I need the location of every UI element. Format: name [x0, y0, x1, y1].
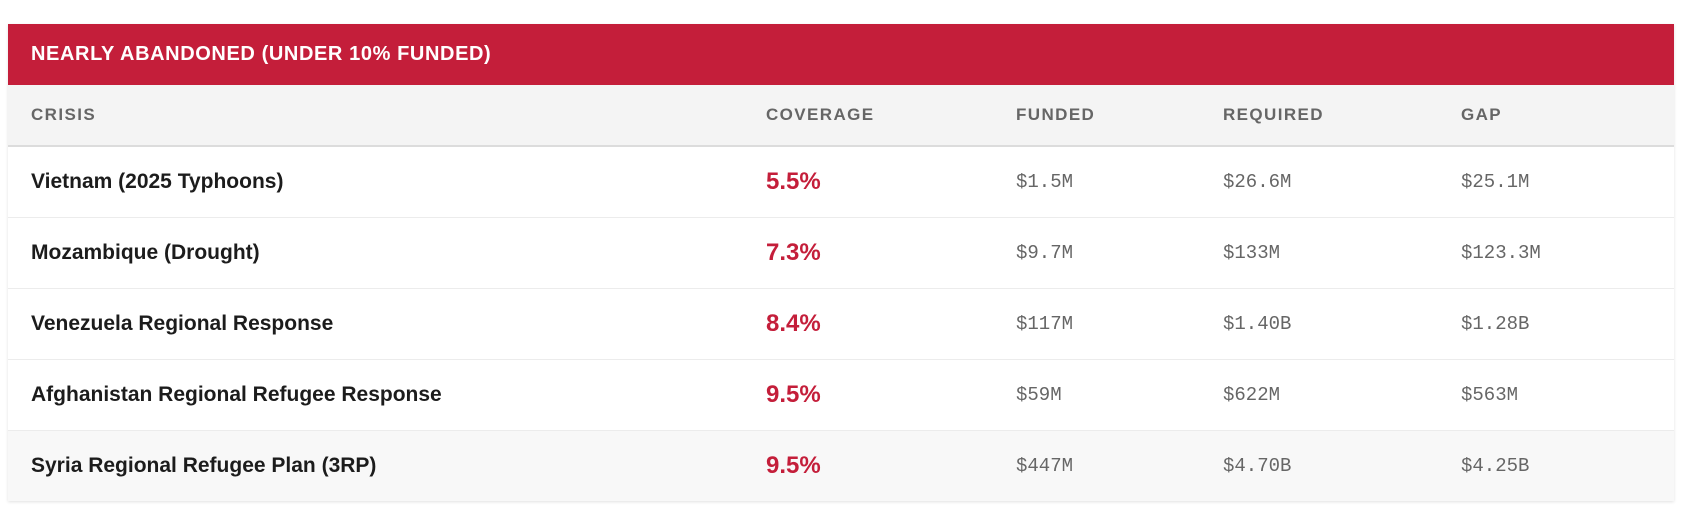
- required-value: $4.70B: [1223, 454, 1292, 477]
- funded-value: $59M: [1016, 383, 1062, 406]
- funded-value: $9.7M: [1016, 241, 1074, 264]
- coverage-value: 9.5%: [766, 451, 821, 479]
- funded-value: $1.5M: [1016, 170, 1074, 193]
- gap-value: $123.3M: [1461, 241, 1541, 264]
- column-header-required: REQUIRED: [1223, 105, 1324, 124]
- crisis-name: Venezuela Regional Response: [31, 311, 334, 335]
- crisis-name: Vietnam (2025 Typhoons): [31, 169, 284, 193]
- underfunded-crises-panel: NEARLY ABANDONED (UNDER 10% FUNDED) CRIS…: [8, 24, 1674, 501]
- panel-header: NEARLY ABANDONED (UNDER 10% FUNDED): [8, 24, 1674, 85]
- funded-value: $117M: [1016, 312, 1074, 335]
- required-value: $1.40B: [1223, 312, 1292, 335]
- table-header-row: CRISIS COVERAGE FUNDED REQUIRED GAP: [8, 85, 1674, 146]
- funded-value: $447M: [1016, 454, 1074, 477]
- coverage-value: 7.3%: [766, 238, 821, 266]
- crisis-name: Afghanistan Regional Refugee Response: [31, 382, 442, 406]
- coverage-value: 8.4%: [766, 309, 821, 337]
- column-header-crisis: CRISIS: [31, 105, 97, 124]
- panel-title: NEARLY ABANDONED (UNDER 10% FUNDED): [31, 43, 492, 65]
- gap-value: $1.28B: [1461, 312, 1530, 335]
- gap-value: $563M: [1461, 383, 1519, 406]
- crises-table: CRISIS COVERAGE FUNDED REQUIRED GAP Viet…: [8, 85, 1674, 501]
- required-value: $133M: [1223, 241, 1281, 264]
- crisis-name: Mozambique (Drought): [31, 240, 260, 264]
- column-header-gap: GAP: [1461, 105, 1503, 124]
- column-header-funded: FUNDED: [1016, 105, 1096, 124]
- required-value: $26.6M: [1223, 170, 1292, 193]
- gap-value: $25.1M: [1461, 170, 1530, 193]
- column-header-coverage: COVERAGE: [766, 105, 875, 124]
- required-value: $622M: [1223, 383, 1281, 406]
- gap-value: $4.25B: [1461, 454, 1530, 477]
- table-row: Mozambique (Drought) 7.3% $9.7M $133M $1…: [8, 217, 1674, 288]
- coverage-value: 9.5%: [766, 380, 821, 408]
- table-row: Syria Regional Refugee Plan (3RP) 9.5% $…: [8, 430, 1674, 501]
- table-row: Vietnam (2025 Typhoons) 5.5% $1.5M $26.6…: [8, 146, 1674, 217]
- table-row: Venezuela Regional Response 8.4% $117M $…: [8, 288, 1674, 359]
- crisis-name: Syria Regional Refugee Plan (3RP): [31, 453, 377, 477]
- table-row: Afghanistan Regional Refugee Response 9.…: [8, 359, 1674, 430]
- coverage-value: 5.5%: [766, 167, 821, 195]
